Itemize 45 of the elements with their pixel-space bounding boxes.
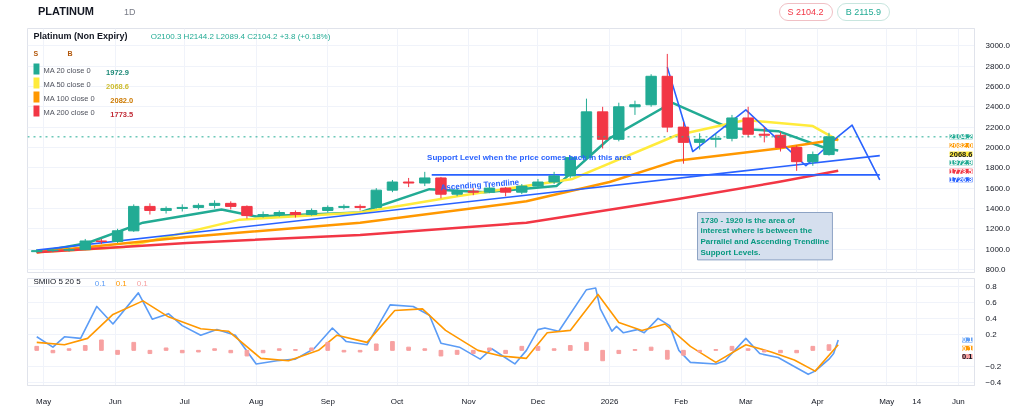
y-tick-label: 1600.0	[985, 183, 1011, 193]
chart-title: SMIIO 5 20 5	[33, 276, 82, 286]
y-tick-label: 2800.0	[985, 61, 1011, 71]
y-tick-label: 1200.0	[985, 224, 1011, 234]
y-tick-label: 0.2	[985, 329, 998, 339]
x-tick-label: Sep	[320, 396, 336, 406]
y-tick-label: 0.8	[985, 281, 998, 291]
x-tick-label: Nov	[461, 396, 476, 406]
y-tick-label: 800.0	[985, 264, 1007, 274]
chart-title: Platinum (Non Expiry)	[33, 30, 128, 41]
y-tick-label: 2600.0	[985, 81, 1011, 91]
x-tick-label: Oct	[390, 396, 405, 406]
annotation: Ascending Trendline	[440, 177, 520, 193]
annotation: 0.1	[136, 278, 149, 288]
x-tick-label: Feb	[674, 396, 689, 406]
y-tick-label: 2200.0	[985, 122, 1011, 132]
text: 1D	[124, 5, 136, 19]
x-tick-label: May	[879, 396, 895, 406]
y-tick-label: 1000.0	[985, 244, 1011, 254]
x-tick-label: Jul	[179, 396, 190, 406]
y-tick-label: 1800.0	[985, 163, 1011, 173]
text: B 2115.9	[836, 2, 890, 22]
y-tick-label: 2400.0	[985, 102, 1011, 112]
annotation: 0.1	[94, 278, 107, 288]
x-tick-label: 2026	[600, 396, 620, 406]
x-tick-label: May	[36, 396, 52, 406]
x-tick-label: 14	[912, 396, 922, 406]
x-tick-label: Jun	[951, 396, 965, 406]
y-tick-label: 1400.0	[985, 203, 1011, 213]
y-tick-label: −0.2	[985, 361, 1002, 371]
x-tick-label: Mar	[738, 396, 754, 406]
y-tick-label: 0.4	[985, 313, 998, 323]
x-tick-label: Dec	[530, 396, 546, 406]
y-tick-label: 2000.0	[985, 142, 1011, 152]
x-tick-label: Apr	[811, 396, 824, 406]
text: PLATINUM	[38, 4, 95, 20]
y-tick-label: −0.4	[985, 377, 1002, 387]
annotation: O2100.3 H2144.2 L2089.4 C2104.2 +3.8 (+0.18%)	[150, 31, 331, 41]
text: S 2104.2	[778, 2, 833, 22]
x-tick-label: Aug	[249, 396, 264, 406]
y-tick-label: 3000.0	[985, 41, 1011, 51]
annotation: 1730 - 1920 is the area of interest where is between the Parrallel and Ascending Trendline Support Levels.	[700, 215, 830, 257]
y-tick-label: 0.6	[985, 297, 998, 307]
x-tick-label: Jun	[108, 396, 122, 406]
annotation: 0.1	[115, 278, 128, 288]
